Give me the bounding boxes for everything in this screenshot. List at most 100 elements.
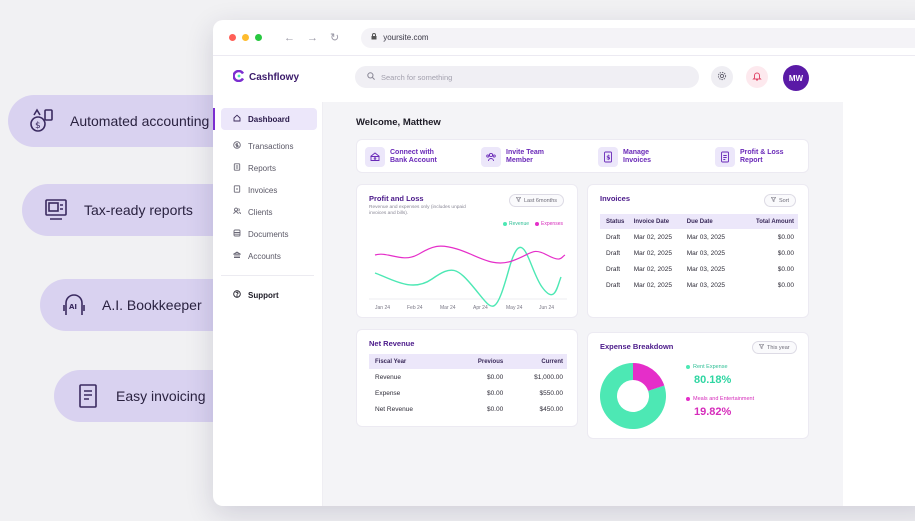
dollar-circle-icon bbox=[233, 141, 241, 151]
maximize-dot[interactable] bbox=[255, 34, 262, 41]
svg-text:$: $ bbox=[35, 121, 41, 131]
profit-loss-card: Profit and Loss Revenue and expenses onl… bbox=[356, 184, 578, 318]
svg-text:AI: AI bbox=[69, 303, 77, 311]
sidebar-item-accounts[interactable]: Accounts bbox=[221, 245, 317, 267]
cell-due-date: Mar 03, 2025 bbox=[686, 233, 726, 241]
legend-expenses: Expenses bbox=[535, 221, 563, 227]
back-icon[interactable]: ← bbox=[284, 31, 295, 44]
card-title: Invoices bbox=[600, 194, 631, 203]
table-row[interactable]: Draft Mar 02, 2025 Mar 03, 2025 $0.00 bbox=[600, 261, 798, 277]
gear-icon bbox=[717, 68, 727, 86]
sidebar-item-dashboard[interactable]: Dashboard bbox=[213, 108, 317, 130]
address-bar[interactable]: yoursite.com bbox=[361, 27, 915, 48]
table-row[interactable]: Draft Mar 02, 2025 Mar 03, 2025 $0.00 bbox=[600, 229, 798, 245]
cell-label: Expense bbox=[375, 389, 401, 397]
sidebar-item-clients[interactable]: Clients bbox=[221, 201, 317, 223]
invite-team-button[interactable]: Invite Team Member bbox=[481, 147, 552, 167]
table-row: Net Revenue $0.00 $450.00 bbox=[369, 401, 567, 417]
cell-previous: $0.00 bbox=[486, 373, 504, 381]
browser-chrome: ← → ↻ yoursite.com bbox=[213, 20, 915, 56]
donut-slice-rent bbox=[600, 363, 666, 429]
forward-icon[interactable]: → bbox=[307, 31, 318, 44]
filter-icon bbox=[770, 197, 777, 204]
home-icon bbox=[233, 114, 241, 124]
report-icon bbox=[233, 163, 241, 173]
filter-icon bbox=[515, 197, 522, 204]
card-subtitle: Revenue and expenses only (includes unpa… bbox=[369, 205, 466, 216]
filter-label: Last 6months bbox=[524, 197, 558, 204]
sidebar-divider bbox=[221, 275, 314, 276]
cashflowy-logo-icon bbox=[232, 69, 245, 85]
browser-window: ← → ↻ yoursite.com Cashflowy Search for … bbox=[213, 20, 915, 506]
search-input[interactable]: Search for something bbox=[355, 66, 699, 88]
legend-dot bbox=[686, 365, 690, 369]
cell-status: Draft bbox=[606, 281, 621, 289]
search-placeholder: Search for something bbox=[381, 72, 453, 82]
expense-label: Rent Expense bbox=[693, 364, 728, 370]
cell-status: Draft bbox=[606, 249, 621, 257]
table-header-row: Status Invoice Date Due Date Total Amoun… bbox=[600, 214, 798, 229]
settings-button[interactable] bbox=[711, 66, 733, 88]
chart-legend: Revenue Expenses bbox=[503, 221, 563, 227]
feature-pill-automated-accounting: $ Automated accounting bbox=[8, 95, 238, 147]
sidebar-item-label: Clients bbox=[248, 207, 273, 217]
notifications-button[interactable] bbox=[746, 66, 768, 88]
period-filter-button[interactable]: This year bbox=[752, 341, 797, 354]
main-content: Welcome, Matthew Connect with Bank Accou… bbox=[323, 102, 843, 506]
pnl-line-chart: Jan 24 Feb 24 Mar 24 Apr 24 May 24 Jun 2… bbox=[369, 245, 567, 311]
table-row: Revenue $0.00 $1,000.00 bbox=[369, 369, 567, 385]
cell-invoice-date: Mar 02, 2025 bbox=[633, 265, 673, 273]
table-row[interactable]: Draft Mar 02, 2025 Mar 03, 2025 $0.00 bbox=[600, 245, 798, 261]
table-row[interactable]: Draft Mar 02, 2025 Mar 03, 2025 $0.00 bbox=[600, 277, 798, 293]
sidebar-item-support[interactable]: Support bbox=[221, 284, 317, 306]
accounts-icon bbox=[232, 251, 242, 261]
sidebar-item-documents[interactable]: Documents bbox=[221, 223, 317, 245]
table-header: Current bbox=[503, 354, 567, 369]
cell-label: Revenue bbox=[375, 373, 402, 381]
cell-current: $550.00 bbox=[539, 389, 564, 397]
table-header-row: Fiscal Year Previous Current bbox=[369, 354, 567, 369]
quick-action-label: Connect with Bank Account bbox=[390, 149, 437, 164]
x-tick: Jun 24 bbox=[539, 305, 554, 311]
feature-label: Tax-ready reports bbox=[84, 202, 193, 218]
period-filter-button[interactable]: Last 6months bbox=[509, 194, 565, 207]
invoice-icon bbox=[74, 382, 102, 410]
reload-icon[interactable]: ↻ bbox=[330, 32, 340, 44]
help-icon bbox=[233, 290, 241, 300]
pnl-report-button[interactable]: Profit & Loss Report bbox=[715, 147, 788, 167]
report-doc-icon bbox=[715, 147, 735, 167]
minimize-dot[interactable] bbox=[242, 34, 249, 41]
sidebar-item-reports[interactable]: Reports bbox=[221, 157, 317, 179]
quick-action-label: Profit & Loss Report bbox=[740, 149, 784, 164]
expense-label: Meals and Entertainment bbox=[693, 396, 755, 402]
net-revenue-table: Fiscal Year Previous Current Revenue $0.0… bbox=[369, 354, 567, 417]
card-title: Profit and Loss bbox=[369, 194, 424, 203]
bell-icon bbox=[752, 68, 762, 86]
users-icon bbox=[233, 207, 241, 217]
table-header: Status bbox=[600, 214, 634, 229]
x-tick: Feb 24 bbox=[407, 305, 423, 311]
dollar-doc-icon: $ bbox=[598, 147, 618, 167]
feature-label: Automated accounting bbox=[70, 113, 210, 129]
app-logo[interactable]: Cashflowy bbox=[232, 69, 300, 85]
avatar[interactable]: MW bbox=[783, 65, 809, 91]
quick-action-label: Manage Invoices bbox=[623, 149, 652, 164]
sidebar-item-transactions[interactable]: Transactions bbox=[221, 135, 317, 157]
table-header: Previous bbox=[454, 354, 504, 369]
close-dot[interactable] bbox=[229, 34, 236, 41]
sort-button[interactable]: Sort bbox=[764, 194, 797, 207]
sidebar-item-invoices[interactable]: Invoices bbox=[221, 179, 317, 201]
table-header: Invoice Date bbox=[633, 214, 687, 229]
filter-icon bbox=[758, 344, 765, 351]
cell-due-date: Mar 03, 2025 bbox=[686, 281, 726, 289]
logo-text: Cashflowy bbox=[249, 72, 300, 83]
connect-bank-button[interactable]: Connect with Bank Account bbox=[365, 147, 442, 167]
avatar-initials: MW bbox=[788, 73, 804, 83]
x-tick: Jan 24 bbox=[375, 305, 390, 311]
manage-invoices-button[interactable]: $ Manage Invoices bbox=[598, 147, 659, 167]
quick-action-label: Invite Team Member bbox=[506, 149, 544, 164]
expenses-line bbox=[374, 245, 566, 264]
bank-icon bbox=[365, 147, 385, 167]
search-icon bbox=[367, 72, 375, 82]
cell-total: $0.00 bbox=[777, 281, 794, 289]
